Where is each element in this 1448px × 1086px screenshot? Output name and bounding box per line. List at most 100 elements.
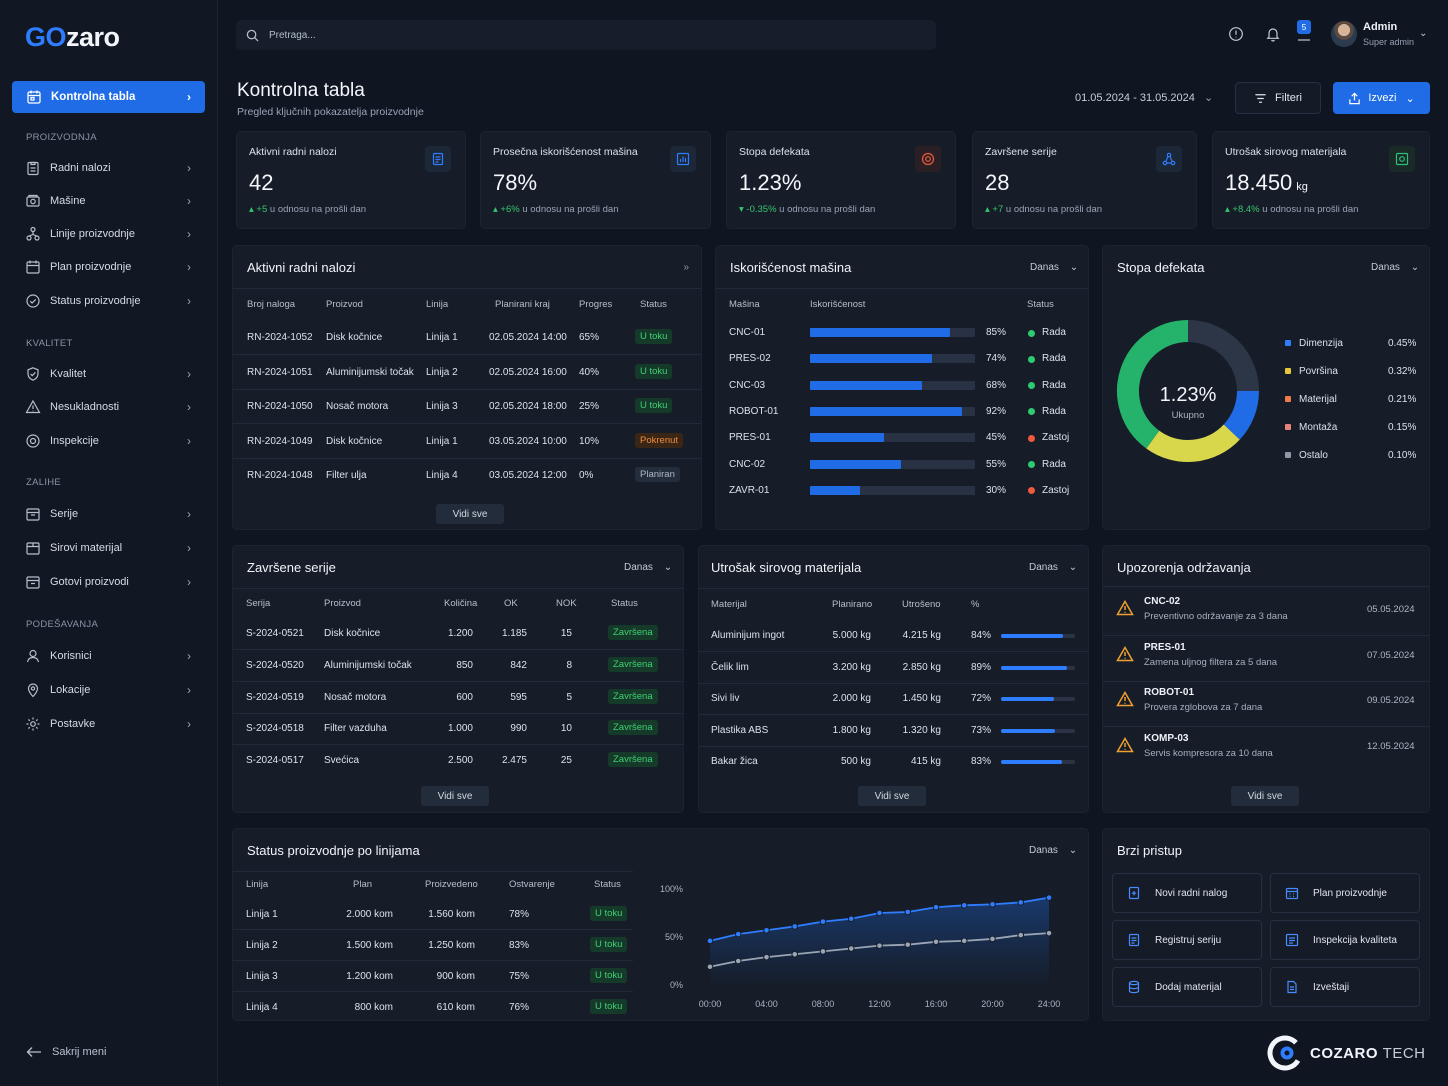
chevron-down-icon[interactable]: ⌄ — [1419, 28, 1428, 39]
panel-title: Utrošak sirovog materijala — [711, 560, 862, 575]
collapse-icon[interactable]: » — [683, 262, 689, 273]
divider — [233, 744, 683, 746]
sidebar-item-kvalitet[interactable]: Kvalitet › — [12, 360, 205, 388]
quick-new-work-order-button[interactable]: Novi radni nalog — [1112, 873, 1262, 913]
user-role: Super admin — [1363, 37, 1415, 47]
kpi-card-defect-rate[interactable]: Stopa defekata 1.23% ▾ -0.35% u odnosu n… — [726, 131, 956, 229]
legend-swatch — [1285, 340, 1291, 346]
period-dropdown[interactable]: Danas ⌄ — [1029, 562, 1077, 573]
sidebar-item-plan-proizvodnje[interactable]: Plan proizvodnje › — [12, 253, 205, 281]
quick-add-material-button[interactable]: Dodaj materijal — [1112, 967, 1262, 1007]
table-row[interactable]: RN-2024-1049 Disk kočnice Linija 1 03.05.20… — [233, 425, 701, 459]
column-header: Mašina — [729, 299, 760, 310]
sidebar-item-serije[interactable]: Serije › — [12, 500, 205, 528]
view-all-button[interactable]: Vidi sve — [436, 504, 504, 524]
kpi-card-completed-batches[interactable]: Završene serije 28 ▴ +7 u odnosu na proš… — [972, 131, 1197, 229]
sidebar-item-linije-proizvodnje[interactable]: Linije proizvodnje › — [12, 220, 205, 248]
period-dropdown[interactable]: Danas ⌄ — [1029, 845, 1077, 856]
data-point — [904, 941, 912, 948]
divider — [233, 423, 701, 424]
maintenance-alert[interactable]: PRES-01 Zamena uljnog filtera za 5 dana 07… — [1103, 640, 1429, 686]
view-all-button[interactable]: Vidi sve — [421, 786, 489, 806]
table-row[interactable]: Linija 3 1.200 kom 900 kom 75% U toku — [233, 961, 633, 991]
quick-production-plan-button[interactable]: Plan proizvodnje — [1270, 873, 1420, 913]
table-cell: 5 — [566, 691, 572, 703]
sidebar-item-radni-nalozi[interactable]: Radni nalozi › — [12, 154, 205, 182]
status-badge: Završena — [608, 720, 658, 736]
table-row[interactable]: RN-2024-1052 Disk kočnice Linija 1 02.05.20… — [233, 321, 701, 355]
table-row[interactable]: RN-2024-1051 Aluminijumski točak Linija 2 0… — [233, 356, 701, 390]
nav-section-title: PODEŠAVANJA — [26, 619, 99, 630]
quick-quality-inspection-button[interactable]: Inspekcija kvaliteta — [1270, 920, 1420, 960]
table-cell: 40% — [579, 366, 600, 378]
chevron-down-icon: ⌄ — [1068, 562, 1078, 573]
view-all-button[interactable]: Vidi sve — [1231, 786, 1299, 806]
table-cell: 850 — [456, 659, 473, 671]
table-row[interactable]: S-2024-0518 Filter vazduha 1.000 990 10 Završ… — [233, 713, 683, 744]
bell-icon[interactable] — [1265, 26, 1281, 42]
help-icon[interactable] — [1228, 26, 1244, 42]
period-dropdown[interactable]: Danas ⌄ — [624, 562, 672, 573]
filter-button[interactable]: Filteri — [1235, 82, 1321, 114]
status-dot — [1028, 382, 1035, 390]
view-all-button[interactable]: Vidi sve — [858, 786, 926, 806]
maintenance-alert[interactable]: CNC-02 Preventivno održavanje za 3 dana 05… — [1103, 594, 1429, 640]
search-placeholder: Pretraga... — [269, 29, 316, 41]
period-dropdown[interactable]: Danas ⌄ — [1371, 262, 1419, 273]
status-badge: U toku — [635, 363, 673, 379]
utilization-bar — [810, 354, 975, 364]
table-row[interactable]: Linija 2 1.500 kom 1.250 kom 83% U toku — [233, 930, 633, 960]
sidebar-item-lokacije[interactable]: Lokacije › — [12, 676, 205, 704]
sidebar-item-gotovi-proizvodi[interactable]: Gotovi proizvodi › — [12, 568, 205, 596]
table-cell: Linija 1 — [426, 435, 458, 447]
utilization-value: 55% — [986, 458, 1007, 470]
sidebar-item-inspekcije[interactable]: Inspekcije › — [12, 427, 205, 455]
data-point — [960, 902, 968, 909]
material-bar — [1001, 634, 1075, 638]
table-row[interactable]: S-2024-0517 Svećica 2.500 2.475 25 Završena — [233, 745, 683, 776]
table-row[interactable]: Linija 1 2.000 kom 1.560 kom 78% U toku — [233, 899, 633, 929]
table-row[interactable]: RN-2024-1048 Filter ulja Linija 4 03.05.202… — [233, 459, 701, 493]
legend-swatch — [1285, 396, 1291, 402]
chevron-right-icon: › — [187, 717, 191, 731]
kpi-card-machine-utilization[interactable]: Prosečna iskorišćenost mašina 78% ▴ +6% … — [480, 131, 711, 229]
sidebar-item-label: Serije — [50, 508, 79, 520]
user-name[interactable]: Admin — [1363, 21, 1398, 33]
table-cell: Filter ulja — [326, 470, 367, 481]
hide-menu-button[interactable]: Sakrij meni — [26, 1046, 106, 1058]
utilization-bar-fill — [810, 485, 860, 495]
table-row[interactable]: S-2024-0520 Aluminijumski točak 850 842 8 Zav… — [233, 650, 683, 681]
kpi-card-raw-material-usage[interactable]: Utrošak sirovog materijala 18.450 kg ▴ +8… — [1212, 131, 1430, 229]
machine-status: Rada — [1042, 379, 1066, 391]
sidebar-item-masine[interactable]: Mašine › — [12, 187, 205, 215]
warning-icon — [1116, 600, 1134, 616]
maintenance-alert[interactable]: KOMP-03 Servis kompresora za 10 dana 12.05… — [1103, 731, 1429, 777]
kpi-card-active-orders[interactable]: Aktivni radni nalozi 42 ▴ +5 u odnosu na… — [236, 131, 466, 229]
table-cell: 1.185 — [501, 628, 527, 639]
table-row[interactable]: Linija 4 800 kom 610 kom 76% U toku — [233, 992, 633, 1022]
export-button[interactable]: Izvezi ⌄ — [1333, 82, 1430, 114]
sidebar-item-dashboard[interactable]: Kontrolna tabla › — [12, 81, 205, 113]
sidebar-item-korisnici[interactable]: Korisnici › — [12, 642, 205, 670]
avatar[interactable] — [1331, 21, 1357, 47]
legend-value: 0.45% — [1388, 338, 1417, 349]
divider — [233, 929, 633, 930]
utilization-value: 68% — [986, 379, 1007, 391]
sidebar-item-sirovi-materijal[interactable]: Sirovi materijal › — [12, 534, 205, 562]
table-row[interactable]: S-2024-0519 Nosač motora 600 595 5 Završena — [233, 682, 683, 713]
quick-register-batch-button[interactable]: Registruj seriju — [1112, 920, 1262, 960]
search-input[interactable]: Pretraga... — [236, 20, 936, 50]
table-row[interactable]: RN-2024-1050 Nosač motora Linija 3 02.05.20… — [233, 390, 701, 424]
chevron-down-icon: ⌄ — [1410, 262, 1420, 273]
quick-reports-button[interactable]: Izveštaji — [1270, 967, 1420, 1007]
date-range-picker[interactable]: 01.05.2024 - 31.05.2024 ⌄ — [1075, 91, 1213, 104]
app-logo[interactable]: GOzaro — [25, 22, 120, 52]
material-bar-fill — [1001, 665, 1067, 670]
table-row[interactable]: S-2024-0521 Disk kočnice 1.200 1.185 15 Završ… — [233, 618, 683, 649]
sidebar-item-postavke[interactable]: Postavke › — [12, 710, 205, 738]
messages-icon[interactable] — [1296, 30, 1312, 46]
sidebar-item-nesukladnosti[interactable]: Nesukladnosti › — [12, 393, 205, 421]
sidebar-item-status-proizvodnje[interactable]: Status proizvodnje › — [12, 287, 205, 315]
maintenance-alert[interactable]: ROBOT-01 Provera zglobova za 7 dana 09.05.… — [1103, 685, 1429, 731]
period-dropdown[interactable]: Danas ⌄ — [1030, 262, 1078, 273]
